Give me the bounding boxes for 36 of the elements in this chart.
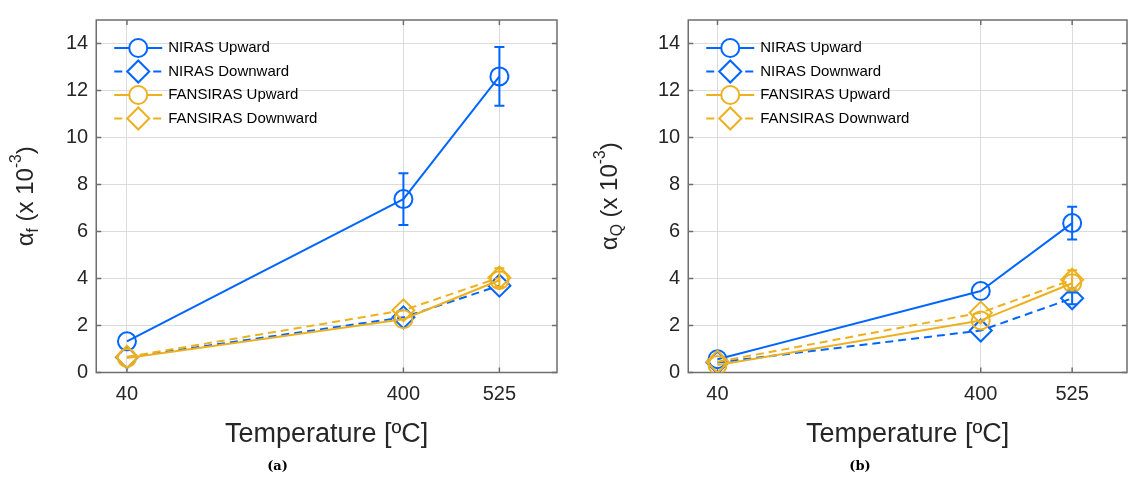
x-tick-label: 525 [482,382,517,405]
text: (a) [266,458,289,473]
y-tick-label: 2 [77,313,89,336]
legend-label: NIRAS Downward [760,61,882,79]
legend-label: NIRAS Downward [168,61,290,79]
x-tick-label: 400 [964,382,998,405]
y-axis-title: αQ (x 10-3) [590,142,625,251]
y-tick-label: 10 [658,125,681,148]
x-axis-title: Temperature [ºC] [805,418,1010,449]
legend-label: NIRAS Upward [168,38,270,56]
x-tick-label: 525 [1055,382,1089,405]
y-tick-label: 8 [77,172,89,195]
y-tick-label: 6 [669,219,681,242]
y-tick-label: 4 [77,266,89,289]
x-tick-label: 400 [386,382,421,405]
legend-label: FANSIRAS Downward [760,108,910,126]
legend-label: NIRAS Upward [760,38,862,56]
x-axis-title: Temperature [ºC] [224,418,429,449]
y-tick-label: 4 [669,266,681,289]
x-tick-label: 40 [706,382,729,405]
legend-label: FANSIRAS Upward [760,85,891,103]
y-tick-label: 6 [77,219,89,242]
y-tick-label: 12 [658,78,681,101]
x-tick-label: 40 [115,382,139,405]
y-tick-label: 2 [669,313,681,336]
y-tick-label: 0 [669,360,681,383]
y-tick-label: 0 [77,360,89,383]
y-tick-label: 12 [66,78,89,101]
legend-label: FANSIRAS Upward [168,85,299,103]
y-tick-label: 14 [658,31,681,54]
text: (b) [848,458,872,473]
y-tick-label: 14 [66,31,89,54]
y-tick-label: 10 [66,125,89,148]
legend-label: FANSIRAS Downward [168,108,318,126]
y-tick-label: 8 [669,172,681,195]
y-axis-title: αf (x 10-3) [6,146,41,247]
